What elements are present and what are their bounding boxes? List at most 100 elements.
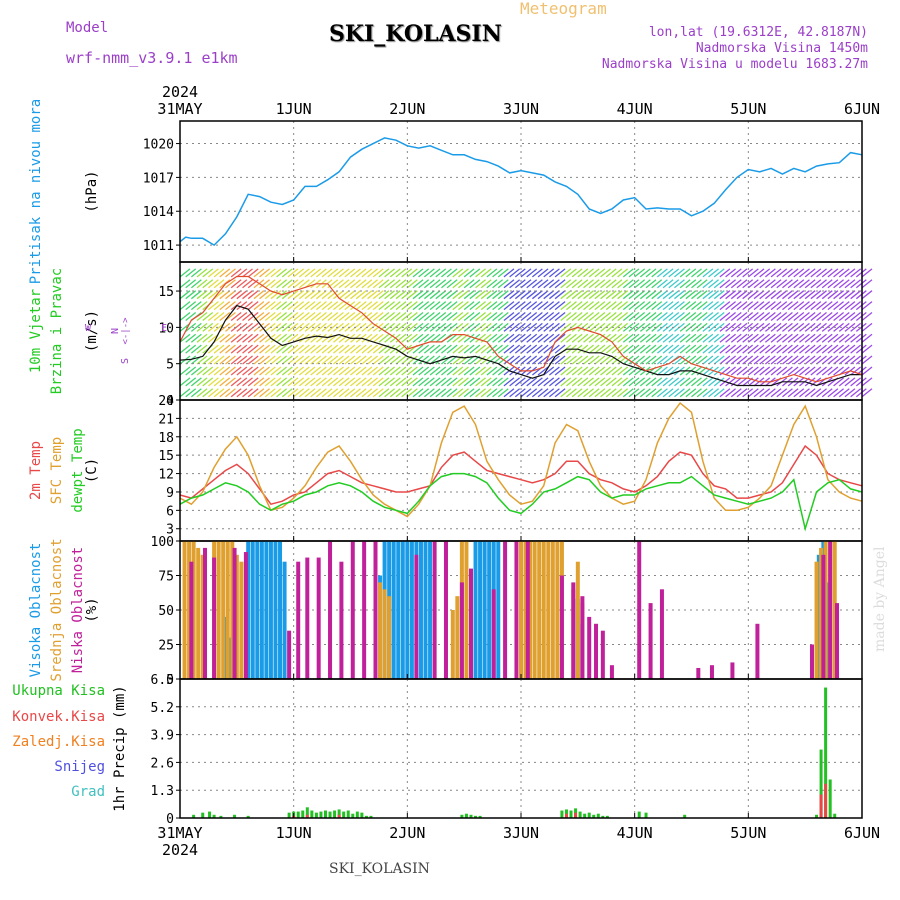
wind-barb [747,388,759,398]
wind-barb [423,268,435,278]
wind-barb [782,355,793,365]
wind-barb [804,311,816,321]
wind-barb [753,333,765,343]
wind-barb [577,301,589,311]
wind-barb [531,279,543,289]
wind-barb [253,388,265,398]
bar-precip_conv [305,814,309,818]
wind-barb [776,268,788,278]
wind-barb [622,333,634,343]
wind-barb [281,344,293,354]
wind-barb [293,377,305,387]
wind-barb [264,355,276,365]
wind-barb [838,333,850,343]
wind-barb [423,366,435,376]
wind-barb [810,355,822,365]
wind-barb [554,290,566,300]
wind-barb [469,279,481,289]
wind-barb [196,268,208,278]
wind-barb [492,322,503,332]
wind-barb [793,279,805,289]
wind-barb [259,311,270,321]
wind-barb [395,333,407,343]
wind-barb [213,333,225,343]
series-line-temp2m [179,444,863,506]
panel-frame [179,120,863,263]
wind-barb [321,355,333,365]
wind-barb [401,290,413,300]
wind-barb [549,268,560,278]
wind-barb [747,355,759,365]
wind-barb [418,268,430,278]
wind-barb [742,344,754,354]
wind-barb [764,333,776,343]
wind-barb [810,290,822,300]
wind-barb [310,388,322,398]
wind-barb [662,377,674,387]
wind-barb [747,366,759,376]
wind-barb [315,322,327,332]
wind-barb [799,268,810,278]
wind-barb [674,377,685,387]
wind-barb [395,322,407,332]
wind-barb [719,311,731,321]
wind-barb [736,290,748,300]
wind-barb [583,355,594,365]
wind-barb [577,268,589,278]
wind-barb [293,279,305,289]
wind-barb [764,355,776,365]
unit-label: (hPa) [84,170,100,212]
wind-barb [264,268,276,278]
y-tick-label: 6.5 [151,673,174,688]
wind-barb [367,279,378,289]
bar-mid_cloud [575,561,580,679]
wind-barb [770,366,782,376]
wind-barb [509,344,521,354]
wind-barb [566,388,577,398]
wind-barb [816,268,827,278]
wind-barb [310,333,322,343]
wind-barb [549,311,560,321]
wind-barb [537,301,549,311]
wind-barb [702,388,714,398]
wind-barb [327,388,339,398]
wind-barb [833,344,844,354]
wind-barb [372,268,384,278]
wind-barb [861,366,873,376]
wind-barb [736,344,748,354]
bar-high_cloud [391,541,396,679]
wind-barb [355,290,367,300]
wind-barb [554,311,566,321]
wind-barb [600,268,611,278]
wind-barb [196,355,208,365]
bar-mid_cloud [819,547,824,679]
legend-precip_frz: Zaledj.Kisa [12,734,105,750]
wind-barb [782,388,793,398]
wind-barb [236,311,248,321]
wind-barb [844,344,856,354]
wind-barb [253,366,265,376]
wind-barb [213,388,225,398]
wind-barb [242,355,253,365]
wind-barb [708,355,719,365]
wind-barb [730,322,742,332]
wind-barb [634,322,646,332]
wind-barb [600,322,611,332]
wind-barb [742,388,754,398]
wind-barb [480,301,492,311]
wind-barb [333,377,344,387]
wind-barb [696,279,708,289]
wind-barb [350,301,361,311]
wind-barb [725,268,737,278]
wind-barb [594,366,606,376]
wind-barb [333,311,344,321]
wind-barb [600,355,611,365]
panel-frame [179,678,863,819]
wind-barb [213,290,225,300]
wind-barb [497,322,509,332]
wind-barb [645,388,657,398]
wind-barb [793,388,805,398]
wind-barb [247,268,259,278]
wind-barb [821,301,833,311]
